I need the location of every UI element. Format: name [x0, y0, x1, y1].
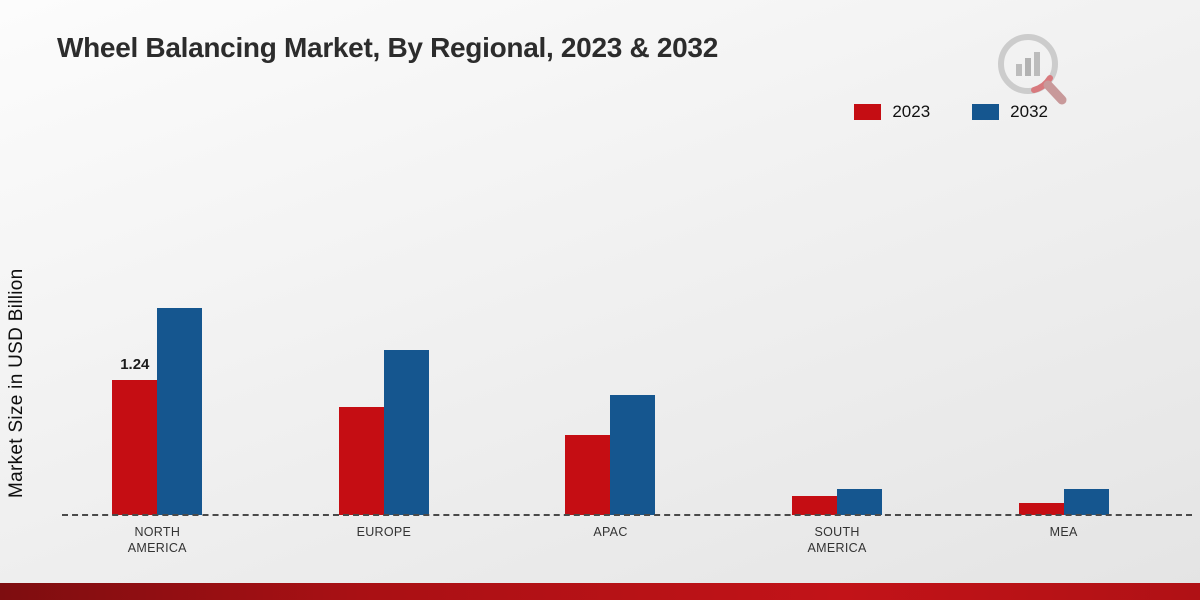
bar-group-apac	[497, 45, 724, 515]
bar-group-north-america: 1.24	[44, 45, 271, 515]
category-label-apac: APAC	[593, 525, 628, 539]
bar-2032-europe	[383, 350, 429, 515]
bar-2023-apac	[565, 435, 611, 515]
bar-2032-apac	[610, 395, 656, 515]
category-labels-row: NORTH AMERICA EUROPE APAC SOUTH AMERICA MEA	[44, 524, 1177, 557]
x-axis-baseline	[62, 514, 1192, 516]
bar-2023-europe	[338, 407, 384, 515]
category-label-south-america: SOUTH AMERICA	[807, 525, 867, 556]
legend-swatch-2023	[854, 104, 882, 120]
bar-2023-south-america	[792, 496, 838, 515]
page-title: Wheel Balancing Market, By Regional, 202…	[57, 32, 718, 63]
legend-label-2032: 2032	[1010, 102, 1048, 121]
category-label-mea: MEA	[1049, 525, 1078, 539]
legend: 2023 2032	[854, 102, 1048, 122]
bar-2032-north-america	[157, 308, 203, 515]
bar-2023-mea	[1018, 503, 1064, 515]
legend-label-2023: 2023	[892, 102, 931, 121]
bar-2023-north-america: 1.24	[112, 356, 158, 515]
category-label-north-america: NORTH AMERICA	[127, 525, 187, 556]
bar-2032-mea	[1063, 489, 1109, 515]
category-label-europe: EUROPE	[356, 525, 412, 539]
bar-value-label: 1.24	[120, 356, 150, 373]
plot-area: 1.24	[44, 45, 1177, 515]
bar-2032-south-america	[837, 489, 883, 515]
legend-swatch-2032	[972, 104, 1000, 120]
bar-group-europe	[271, 45, 498, 515]
bar-group-mea	[950, 45, 1177, 515]
bottom-ribbon	[0, 583, 1200, 600]
legend-item-2032: 2032	[972, 102, 1048, 122]
bar-group-south-america	[724, 45, 951, 515]
brand-logo-watermark	[998, 34, 1067, 105]
legend-item-2023: 2023	[854, 102, 930, 122]
y-axis-label: Market Size in USD Billion	[6, 268, 27, 498]
